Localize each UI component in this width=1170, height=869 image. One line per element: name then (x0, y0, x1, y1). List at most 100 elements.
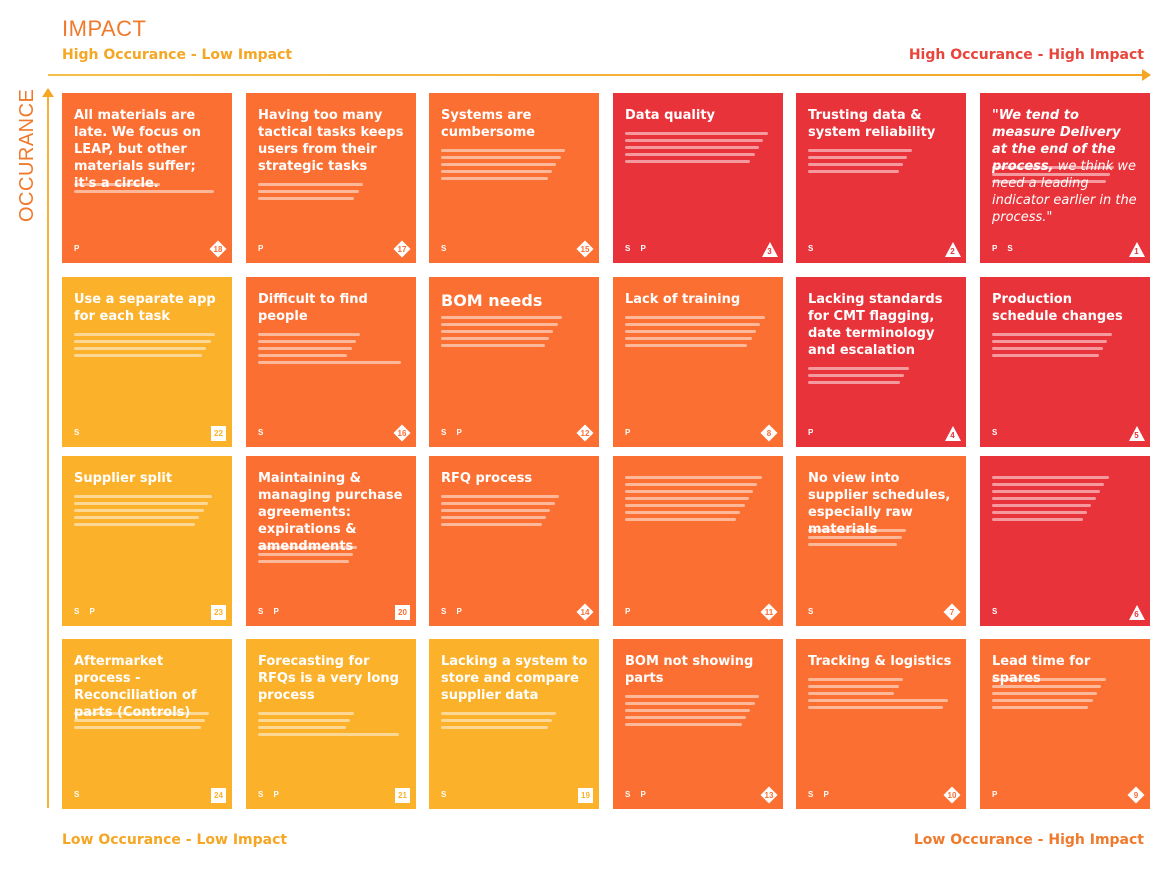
issue-card-rank: 13 (764, 790, 774, 800)
issue-card-blurred-notes (74, 712, 218, 733)
issue-card-title: BOM not showing parts (625, 654, 754, 686)
diamond-rank-icon: 16 (394, 425, 410, 441)
issue-card[interactable]: Data quality S P 3 (613, 93, 783, 263)
issue-card-title: Production schedule changes (992, 292, 1123, 324)
issue-card-blurred-notes (258, 333, 402, 368)
issue-card[interactable]: "We tend to measure Delivery at the end … (980, 93, 1150, 263)
issue-card[interactable]: Having too many tactical tasks keeps use… (246, 93, 416, 263)
issue-card[interactable]: Lack of training P 8 (613, 277, 783, 447)
issue-card-tags: S (992, 607, 1002, 616)
issue-card-title: Difficult to find people (258, 292, 368, 324)
issue-card-tags: S P (74, 607, 99, 616)
impact-axis-arrow-icon (1142, 69, 1151, 81)
issue-card-blurred-notes (625, 316, 769, 351)
issue-card-tags: P (808, 428, 818, 437)
square-rank-icon: 24 (211, 788, 226, 803)
issue-card[interactable]: Aftermarket process - Reconciliation of … (62, 639, 232, 809)
diamond-rank-icon: 17 (394, 241, 410, 257)
issue-card-rank: 16 (397, 428, 407, 438)
issue-card-tags: S P (625, 244, 650, 253)
diamond-rank-icon: 18 (210, 241, 226, 257)
occurance-axis-arrow-icon (42, 88, 54, 97)
issue-card-blurred-notes (441, 495, 585, 530)
issue-card[interactable]: RFQ process S P 14 (429, 456, 599, 626)
issue-card-title: Forecasting for RFQs is a very long proc… (258, 654, 399, 703)
issue-card-tags: S (808, 607, 818, 616)
issue-card[interactable]: Use a separate app for each task S 22 (62, 277, 232, 447)
corner-label-top-right: High Occurance - High Impact (908, 47, 1144, 63)
issue-card-rank: 3 (767, 247, 772, 256)
issue-card-rank: 9 (1133, 790, 1139, 800)
issue-card-title: Aftermarket process - Reconciliation of … (74, 654, 197, 720)
diamond-rank-icon: 13 (761, 787, 777, 803)
issue-card[interactable]: Production schedule changes S 5 (980, 277, 1150, 447)
impact-axis-line (48, 74, 1143, 76)
issue-card-blurred-notes (992, 333, 1136, 361)
issue-card-title: Maintaining & managing purchase agreemen… (258, 471, 403, 554)
issue-card-title: Lack of training (625, 292, 741, 307)
issue-card[interactable]: P 11 (613, 456, 783, 626)
issue-card-rank: 8 (766, 428, 772, 438)
issue-card-rank: 17 (397, 244, 407, 254)
issue-card-title: Lacking a system to store and compare su… (441, 654, 588, 703)
issue-card-rank: 6 (1134, 610, 1139, 619)
issue-card-tags: S P (258, 607, 283, 616)
issue-card-rank: 20 (398, 608, 407, 617)
issue-card-tags: P (992, 790, 1002, 799)
issue-card[interactable]: Trusting data & system reliability S 2 (796, 93, 966, 263)
diamond-rank-icon: 8 (761, 425, 777, 441)
diamond-rank-icon: 15 (577, 241, 593, 257)
issue-card-title: RFQ process (441, 471, 533, 486)
issue-card[interactable]: Lead time for sparesP9 (980, 639, 1150, 809)
issue-card-rank: 11 (764, 607, 774, 617)
issue-card-title: Use a separate app for each task (74, 292, 216, 324)
issue-card-tags: P (258, 244, 268, 253)
issue-card-rank: 10 (947, 790, 957, 800)
square-rank-icon: 21 (395, 788, 410, 803)
corner-label-bottom-right: Low Occurance - High Impact (913, 832, 1144, 848)
issue-card-rank: 22 (214, 429, 223, 438)
issue-card-tags: S P (441, 428, 466, 437)
issue-card-title: Supplier split (74, 471, 173, 486)
issue-card[interactable]: Lacking a system to store and compare su… (429, 639, 599, 809)
issue-card[interactable]: Supplier split S P 23 (62, 456, 232, 626)
issue-card[interactable]: All materials are late. We focus on LEAP… (62, 93, 232, 263)
issue-card-blurred-notes (74, 495, 218, 530)
issue-card-rank: 21 (398, 791, 407, 800)
issue-card-tags: P (74, 244, 84, 253)
issue-card-tags: S (441, 244, 451, 253)
issue-card[interactable]: Tracking & logistics S P 10 (796, 639, 966, 809)
issue-card-tags: S P (258, 790, 283, 799)
square-rank-icon: 23 (211, 605, 226, 620)
impact-axis-title: IMPACT (62, 16, 147, 41)
issue-card-blurred-notes (808, 529, 952, 550)
diamond-rank-icon: 14 (577, 604, 593, 620)
issue-card-rank: 24 (214, 791, 223, 800)
issue-card-title: Lacking standards for CMT flagging, date… (808, 292, 943, 358)
issue-card-title: Having too many tactical tasks keeps use… (258, 108, 404, 174)
issue-card-rank: 19 (581, 791, 590, 800)
issue-card[interactable]: Maintaining & managing purchase agreemen… (246, 456, 416, 626)
diamond-rank-icon: 10 (944, 787, 960, 803)
issue-card[interactable]: Systems are cumbersome S 15 (429, 93, 599, 263)
issue-card-title: No view into supplier schedules, especia… (808, 471, 951, 537)
issue-card[interactable]: BOM not showing parts S P 13 (613, 639, 783, 809)
corner-label-bottom-left: Low Occurance - Low Impact (62, 832, 288, 848)
issue-card-blurred-notes (74, 183, 218, 197)
diamond-rank-icon: 7 (944, 604, 960, 620)
issue-card-blurred-notes (625, 476, 769, 525)
issue-card[interactable]: Lacking standards for CMT flagging, date… (796, 277, 966, 447)
issue-card-tags: S (441, 790, 451, 799)
issue-card[interactable]: BOM needs S P 12 (429, 277, 599, 447)
issue-card-rank: 2 (950, 247, 955, 256)
diamond-rank-icon: 11 (761, 604, 777, 620)
issue-card-blurred-notes (258, 712, 402, 740)
issue-card-rank: 4 (950, 431, 955, 440)
issue-card-title: Tracking & logistics (808, 654, 952, 669)
issue-card-blurred-notes (808, 149, 952, 177)
issue-card[interactable]: Difficult to find people S 16 (246, 277, 416, 447)
issue-card[interactable]: Forecasting for RFQs is a very long proc… (246, 639, 416, 809)
issue-card[interactable]: No view into supplier schedules, especia… (796, 456, 966, 626)
issue-card-blurred-notes (441, 712, 585, 733)
